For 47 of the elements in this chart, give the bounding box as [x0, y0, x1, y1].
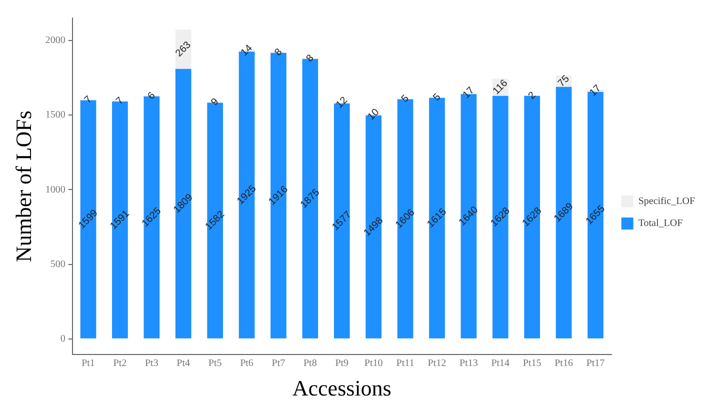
- data-label: 2: [526, 90, 538, 102]
- y-tick-label: 2000: [45, 35, 66, 46]
- data-label: 116: [491, 78, 510, 97]
- y-axis-title: Number of LOFs: [10, 110, 36, 262]
- y-tick-label: 1500: [45, 110, 66, 121]
- x-tick-label: Pt7: [272, 358, 286, 370]
- x-tick-label: Pt14: [491, 358, 510, 370]
- data-label: 9: [209, 96, 222, 108]
- data-label: 7: [114, 94, 126, 107]
- y-tick-label: 1000: [45, 184, 66, 196]
- data-label: 14: [239, 42, 256, 59]
- x-tick-label: Pt6: [240, 358, 254, 370]
- x-tick-label: Pt11: [396, 358, 414, 370]
- x-tick-label: Pt2: [113, 358, 127, 370]
- data-label: 10: [366, 106, 382, 123]
- x-tick-label: Pt13: [460, 358, 478, 370]
- x-tick-label: Pt15: [522, 358, 542, 370]
- x-tick-label: Pt3: [144, 358, 158, 370]
- bar: [175, 30, 192, 69]
- x-tick-label: Pt5: [208, 358, 222, 370]
- data-label: 5: [400, 92, 412, 105]
- bar: [492, 96, 508, 338]
- y-tick-label: 0: [60, 334, 66, 345]
- x-tick-label: Pt8: [304, 358, 317, 370]
- data-label: 8: [304, 52, 317, 64]
- x-tick-label: Pt17: [586, 358, 605, 370]
- x-tick-label: Pt9: [335, 358, 349, 370]
- y-tick-label: 500: [50, 258, 66, 270]
- legend-label: Specific_LOF: [638, 196, 696, 208]
- data-label: 17: [588, 82, 604, 99]
- data-label: 8: [272, 46, 285, 58]
- x-tick-label: Pt4: [176, 358, 190, 370]
- data-label: 7: [82, 94, 95, 106]
- x-tick-label: Pt1: [82, 358, 95, 370]
- x-tick-label: Pt10: [364, 358, 383, 370]
- x-axis-title: Accessions: [292, 376, 392, 401]
- data-label: 17: [461, 84, 477, 101]
- bar: [175, 68, 192, 338]
- bar: [556, 86, 572, 338]
- data-label: 75: [556, 73, 572, 90]
- x-tick-label: Pt12: [428, 358, 446, 370]
- data-label: 5: [431, 91, 444, 104]
- data-label: 12: [334, 94, 350, 111]
- x-tick-label: Pt16: [554, 358, 573, 370]
- data-label: 263: [174, 39, 194, 60]
- legend-label: Total_LOF: [638, 218, 684, 230]
- data-label: 6: [146, 90, 158, 102]
